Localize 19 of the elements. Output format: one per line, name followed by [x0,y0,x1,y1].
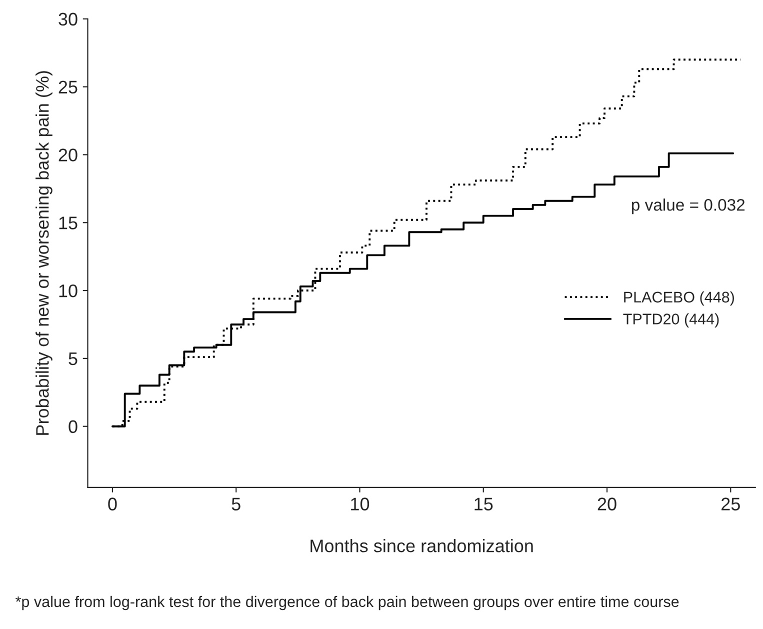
text: *p value from log-rank test for the divergence of back pain between groups over entire time course [16,596,679,610]
legend-label: PLACEBO (448) [624,291,734,306]
x-tick-label: 25 [722,498,740,510]
x-tick-label: 15 [474,498,493,510]
y-tick-label: 25 [58,80,78,94]
x-tick-label: 20 [598,498,616,510]
y-tick-label: 30 [58,12,78,26]
y-tick-label: 0 [68,420,78,434]
y-axis-title: Probability of new or worsening back pain (%) [36,71,52,435]
y-tick-label: 5 [68,352,78,366]
annotation: p value = 0.032 [632,198,745,214]
x-tick-label: 0 [108,498,117,510]
y-tick-label: 20 [58,148,78,162]
x-tick-label: 5 [232,498,240,510]
y-tick-label: 10 [59,284,78,298]
x-axis-title: Months since randomization [310,539,533,552]
legend-label: TPTD20 (444) [623,313,719,328]
y-tick-label: 15 [59,216,78,230]
x-tick-label: 10 [351,498,370,510]
